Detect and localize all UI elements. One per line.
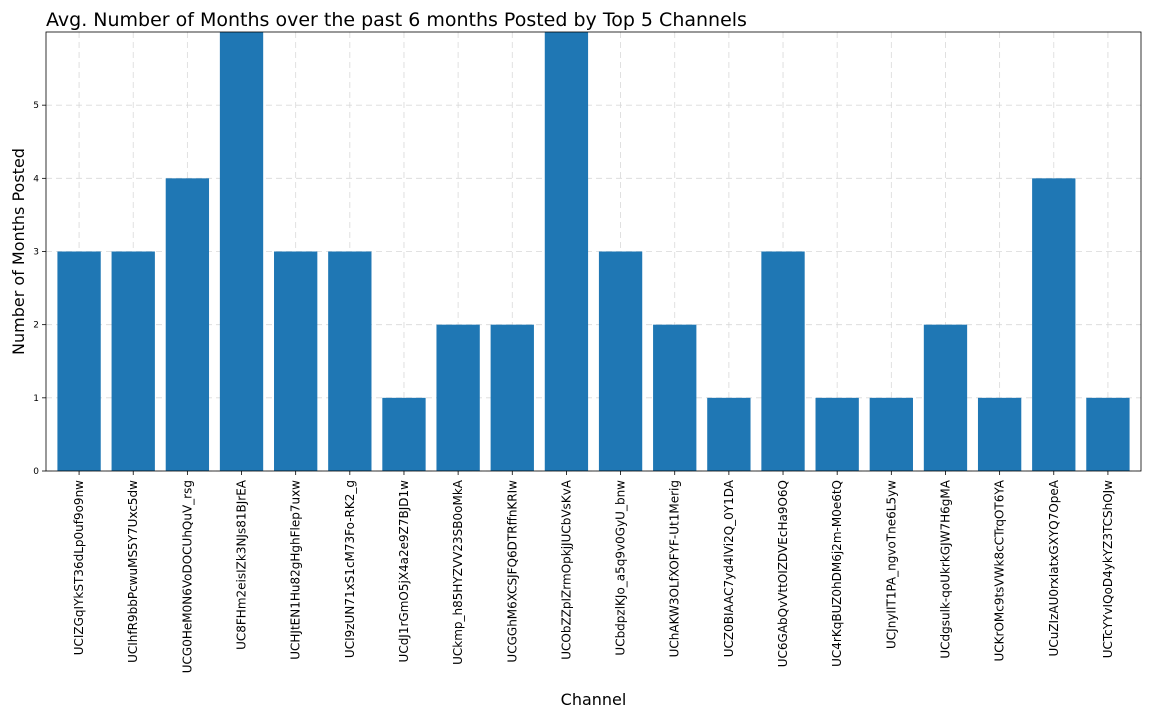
- x-tick-label: UCdgsulk-qoUkrkGJW7H6gMA: [938, 479, 952, 658]
- x-tick-label: UCkmp_h85HYZVV23SB0oMkA: [451, 479, 465, 665]
- bar: [544, 32, 589, 471]
- y-axis: 0 1 2 3 4 5: [33, 101, 46, 477]
- bar: [111, 251, 155, 471]
- bar: [707, 397, 751, 471]
- bar: [165, 178, 210, 472]
- bar: [219, 32, 264, 471]
- x-tick-label: UCI9zUN71xS1cM73Fo-RK2_g: [343, 480, 357, 658]
- x-tick-label: UCHJtEN1Hu82gHghFlep7uxw: [289, 480, 303, 660]
- bar: [490, 324, 534, 471]
- bar: [1086, 397, 1130, 471]
- bar: [436, 324, 480, 471]
- x-tick-label: UCG0HeM0N6VoDOCUhQuV_rsg: [180, 480, 194, 673]
- bar: [869, 397, 913, 471]
- y-axis-label: Number of Months Posted: [9, 148, 28, 355]
- bar: [328, 251, 372, 471]
- x-axis-label: Channel: [561, 690, 627, 709]
- grid-lines: [46, 32, 1141, 472]
- bar: [977, 397, 1022, 471]
- y-tick-label: 3: [33, 248, 39, 258]
- chart-title: Avg. Number of Months over the past 6 mo…: [46, 9, 747, 31]
- y-tick-label: 0: [33, 467, 39, 477]
- y-tick-label: 5: [33, 101, 39, 111]
- x-tick-label: UCIhfR9bbPcwuMS5Y7Uxc5dw: [126, 480, 140, 663]
- x-tick-label: UCdJ1rGmO5jX4a2e9Z7BJD1w: [397, 480, 411, 663]
- bar: [382, 397, 426, 471]
- x-tick-label: UCJnyIIT1PA_ngvoTne6L5yw: [884, 480, 898, 649]
- bar: [923, 324, 968, 471]
- y-tick-label: 4: [33, 174, 39, 184]
- bar: [274, 251, 318, 471]
- x-tick-label: UC4rKqBUZ0hDM6j2m-M0e6tQ: [830, 480, 844, 667]
- x-axis: UCIZGqIYkST36dLp0uf9o9nw UCIhfR9bbPcwuMS5…: [72, 471, 1115, 673]
- x-tick-label: UCKrOMc9tsVWk8cCTrqOT6YA: [993, 479, 1007, 661]
- x-tick-label: UCbdpzlKJo_a5q9v0GyU_bnw: [614, 480, 628, 656]
- x-tick-label: UCZ0BIAAC7yd4lVi2Q_0Y1DA: [722, 479, 736, 657]
- y-tick-label: 2: [33, 321, 39, 331]
- bar: [653, 324, 697, 471]
- x-tick-label: UChAKW3OLfXOFYF-Ut1Merig: [668, 480, 682, 657]
- bar: [57, 251, 101, 471]
- bar: [815, 397, 859, 471]
- bars: [57, 32, 1130, 472]
- x-tick-label: UC8FHm2eisIZk3NJs81BJrEA: [235, 479, 249, 650]
- x-tick-label: UCTcYYvIQoD4ykYZ3TCShOJw: [1101, 480, 1115, 658]
- x-tick-label: UCuZIzAU0rxIatxGXYQ7OpeA: [1047, 479, 1061, 656]
- bar: [1032, 178, 1076, 472]
- bar: [761, 251, 805, 471]
- x-tick-label: UC6GAbQvVttOIZDVEcHa9O6Q: [776, 480, 790, 667]
- x-tick-label: UCGGhM6XCSJFQ6DTRffnKRIw: [505, 480, 519, 663]
- x-tick-label: UCIZGqIYkST36dLp0uf9o9nw: [72, 480, 86, 655]
- plot-frame: [45, 31, 1142, 472]
- x-tick-label: UCObZZpIZrmOpkjJUCbVsKvA: [559, 479, 573, 660]
- bar: [598, 251, 643, 471]
- y-tick-label: 1: [33, 394, 39, 404]
